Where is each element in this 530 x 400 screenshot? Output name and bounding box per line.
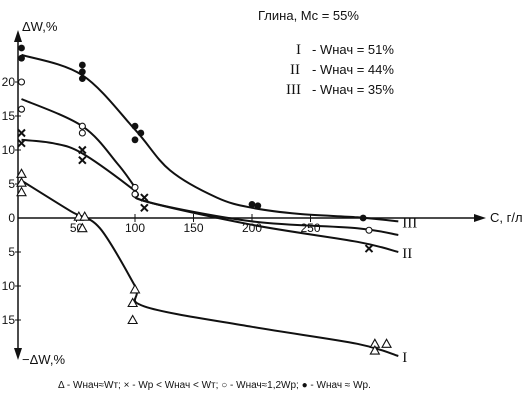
y-axis-arrow-down <box>14 348 22 360</box>
series-1-line <box>20 179 399 357</box>
series-2-point-1 <box>17 138 26 148</box>
series-2-line <box>21 138 399 253</box>
x-tick-label-2: 150 <box>183 221 203 235</box>
series-1-point-1 <box>16 177 27 187</box>
series-3-point-5 <box>131 190 139 198</box>
legend-entry-1-text: - Wнач = 51% <box>312 42 394 57</box>
y-axis-arrow-up <box>14 30 22 42</box>
chart-title: Глина, Mс = 55% <box>258 8 359 23</box>
y-axis-label-bottom: −ΔW,% <box>22 352 65 367</box>
x-axis-arrow <box>474 214 486 222</box>
series-1-point-8 <box>127 314 139 325</box>
series-3 <box>17 78 399 236</box>
series-4-point-10 <box>359 214 367 222</box>
series-4-line <box>21 53 399 223</box>
series-2-point-2 <box>78 145 87 155</box>
series-4: III <box>18 44 417 231</box>
y-tick-label-pos-1: 10 <box>2 143 16 157</box>
legend: I - Wнач = 51% II - Wнач = 44% III - Wна… <box>286 42 394 98</box>
series-2-point-0 <box>17 128 26 138</box>
series-3-line <box>21 98 399 236</box>
series-3-point-0 <box>17 78 26 86</box>
series-4-point-0 <box>18 44 25 52</box>
series-4-point-4 <box>78 75 86 82</box>
series-4-point-6 <box>137 129 145 137</box>
series-1-point-4 <box>79 211 91 221</box>
x-tick-label-1: 100 <box>125 221 145 235</box>
series-1: I <box>16 168 407 366</box>
series-1-point-5 <box>76 222 88 233</box>
series-4-point-9 <box>254 202 262 210</box>
series-4-point-3 <box>78 68 86 76</box>
legend-entry-3-text: - Wнач = 35% <box>312 82 394 97</box>
series-1-end-label: I <box>402 350 407 366</box>
legend-entry-3-roman: III <box>286 82 301 98</box>
series-4-point-1 <box>18 54 25 62</box>
series-4-point-8 <box>248 201 256 208</box>
y-tick-label-zero: 0 <box>8 211 15 225</box>
x-axis-label: C, г/л <box>490 210 523 225</box>
legend-entry-2-text: - Wнач = 44% <box>312 62 394 77</box>
legend-entry-2-roman: II <box>290 62 300 78</box>
y-axis-label-top: ΔW,% <box>22 19 58 34</box>
y-tick-label-pos-3: 20 <box>2 75 16 89</box>
series-4-point-5 <box>131 122 139 130</box>
series-2-point-6 <box>364 244 374 253</box>
series-3-point-2 <box>78 122 86 130</box>
series-4-point-2 <box>78 61 86 69</box>
series-1-point-2 <box>16 186 27 197</box>
series-3-point-1 <box>17 105 26 113</box>
y-tick-label-pos-0: 5 <box>8 177 15 191</box>
series-3-point-3 <box>78 129 86 137</box>
series-1-point-10 <box>381 338 392 348</box>
series-1-point-11 <box>369 344 381 355</box>
series-3-point-4 <box>131 183 139 191</box>
y-tick-label-pos-2: 15 <box>2 109 16 123</box>
y-tick-label-neg-1: 10 <box>2 279 16 293</box>
series-2-point-5 <box>140 203 149 213</box>
series-3-point-6 <box>365 226 373 234</box>
legend-entry-1-roman: I <box>296 42 301 58</box>
footnote: Δ - Wнач≈Wт; × - Wр < Wнач < Wт; ○ - Wна… <box>58 380 371 391</box>
series-1-point-7 <box>127 297 139 308</box>
series-2-point-3 <box>78 155 87 165</box>
y-tick-label-neg-2: 15 <box>2 313 16 327</box>
series-4-point-7 <box>131 136 139 144</box>
series-2-end-label: II <box>402 246 412 262</box>
y-tick-label-neg-0: 5 <box>8 245 15 259</box>
series-1-point-6 <box>129 283 141 294</box>
series-4-end-label: III <box>402 215 417 231</box>
